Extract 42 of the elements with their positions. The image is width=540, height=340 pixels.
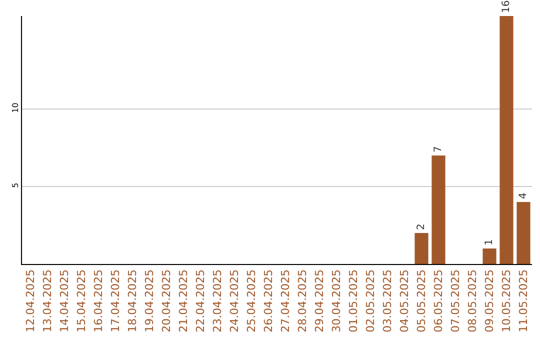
x-tick-label: 02.05.2025	[364, 269, 378, 332]
x-tick-label: 29.04.2025	[313, 269, 326, 332]
bar	[482, 248, 496, 264]
x-tick-label: 20.04.2025	[160, 269, 174, 332]
x-tick-label: 04.05.2025	[398, 269, 412, 332]
x-tick-label: 07.05.2025	[449, 269, 462, 332]
x-tick-label: 28.04.2025	[296, 269, 310, 332]
x-tick-label: 25.04.2025	[245, 269, 258, 332]
x-tick-label: 27.04.2025	[279, 269, 292, 332]
x-tick-label: 22.04.2025	[194, 269, 208, 332]
x-tick-label: 01.05.2025	[347, 269, 360, 332]
x-tick-label: 26.04.2025	[262, 269, 276, 332]
x-tick-label: 03.05.2025	[381, 269, 394, 332]
x-tick-label: 21.04.2025	[177, 269, 190, 332]
x-tick-label: 13.04.2025	[41, 269, 54, 332]
x-tick-label: 17.04.2025	[109, 269, 122, 332]
data-label: 4	[518, 192, 529, 199]
data-label: 1	[484, 239, 495, 246]
x-tick-label: 11.05.2025	[517, 269, 530, 332]
x-tick-label: 10.05.2025	[500, 269, 514, 332]
bar	[414, 233, 428, 264]
x-tick-label: 16.04.2025	[92, 269, 106, 332]
data-label: 16	[501, 0, 512, 13]
y-tick-label: 5	[10, 182, 20, 188]
x-tick-label: 19.04.2025	[143, 269, 156, 332]
x-tick-label: 12.04.2025	[24, 269, 38, 332]
x-tick-label: 14.04.2025	[58, 269, 72, 332]
x-tick-label: 15.04.2025	[75, 269, 88, 332]
x-tick-label: 05.05.2025	[415, 269, 428, 332]
y-tick-label: 10	[10, 102, 20, 113]
data-label: 2	[416, 224, 427, 230]
data-label: 7	[433, 146, 444, 152]
x-tick-label: 08.05.2025	[466, 269, 480, 332]
bar	[500, 16, 514, 264]
x-tick-label: 06.05.2025	[432, 269, 446, 332]
bar	[516, 202, 530, 264]
x-tick-label: 23.04.2025	[211, 269, 224, 332]
bar	[432, 156, 446, 264]
x-tick-label: 09.05.2025	[483, 269, 496, 332]
x-tick-label: 18.04.2025	[126, 269, 140, 332]
x-tick-label: 30.04.2025	[330, 269, 344, 332]
x-tick-label: 24.04.2025	[228, 269, 242, 332]
